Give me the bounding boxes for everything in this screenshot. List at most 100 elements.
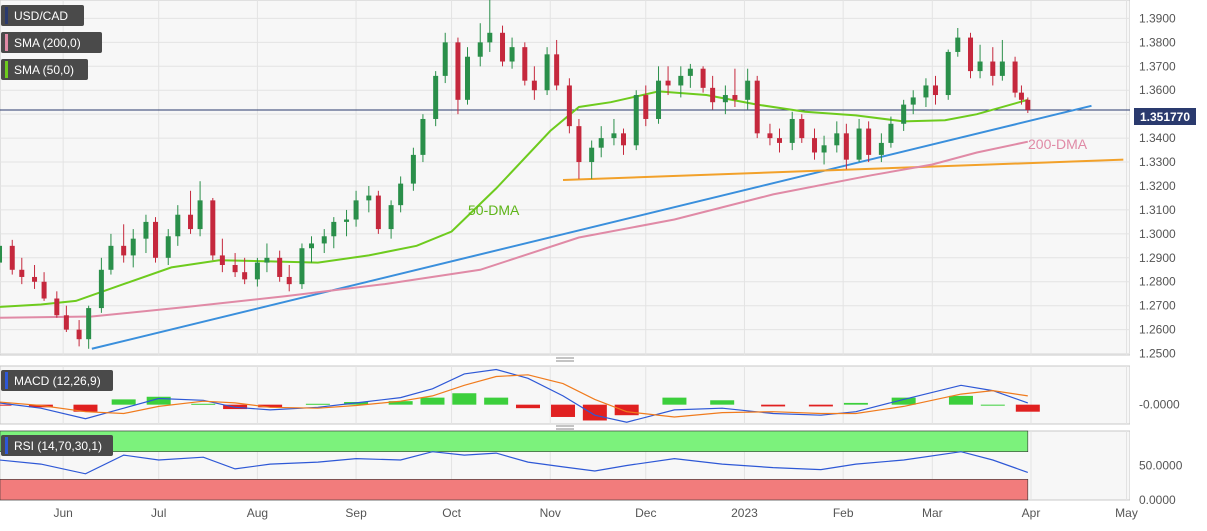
y-tick-label: 1.3300	[1139, 155, 1176, 169]
rsi-oversold-band	[0, 478, 1029, 501]
candle-body	[375, 195, 381, 230]
macd-histogram-bar	[146, 396, 171, 405]
macd-y-tick-label: -0.0000	[1139, 398, 1180, 412]
candle-body	[1025, 99, 1031, 110]
candle-body	[299, 248, 305, 285]
legend-rsi[interactable]: RSI (14,70,30,1)	[1, 435, 113, 456]
candle-body	[9, 245, 15, 270]
candle-body	[678, 75, 684, 86]
candle-body	[366, 195, 372, 201]
candle-body	[41, 281, 47, 299]
legend-macd-label: MACD (12,26,9)	[14, 373, 101, 388]
pane-splitter-2	[556, 425, 574, 430]
candle-body	[834, 133, 840, 146]
candle-body	[643, 95, 649, 119]
y-tick-label: 1.3000	[1139, 227, 1176, 241]
candle-body	[633, 95, 639, 146]
candle-body	[968, 37, 974, 72]
candle-body	[477, 42, 483, 57]
rsi-y-tick-label: 50.0000	[1139, 459, 1183, 473]
macd-histogram-bar	[1015, 404, 1040, 412]
candle-body	[821, 145, 827, 153]
legend-sma50[interactable]: SMA (50,0)	[1, 59, 88, 80]
legend-sma50-label: SMA (50,0)	[14, 62, 75, 77]
candle-body	[554, 54, 560, 86]
macd-swatch	[5, 372, 8, 389]
candle-body	[331, 221, 337, 237]
candle-body	[76, 329, 82, 340]
candle-body	[197, 200, 203, 230]
x-tick-label: Sep	[345, 506, 367, 520]
macd-histogram-bar	[980, 404, 1005, 406]
last-price-tag: 1.351770	[1134, 108, 1196, 125]
macd-line	[0, 368, 1028, 423]
candle-body	[754, 80, 760, 134]
candle-body	[130, 238, 136, 256]
trendline-1	[91, 104, 1092, 350]
candle-body	[901, 104, 907, 124]
macd-histogram-bar	[452, 393, 477, 405]
candle-body	[656, 80, 662, 119]
x-tick-label: Aug	[247, 506, 268, 520]
candle-body	[254, 262, 260, 280]
legend-usdcad[interactable]: USD/CAD	[1, 5, 84, 26]
x-tick-label: Dec	[635, 506, 656, 520]
candle-body	[433, 75, 439, 119]
candle-body	[344, 219, 350, 222]
macd-histogram-bar	[258, 404, 283, 408]
candle-body	[799, 118, 805, 139]
candle-body	[410, 154, 416, 184]
sma50-swatch	[5, 61, 8, 78]
macd-histogram-bar	[305, 403, 330, 405]
macd-histogram-bar	[891, 397, 916, 405]
y-tick-label: 1.3100	[1139, 203, 1176, 217]
rsi-swatch	[5, 437, 8, 454]
sma200-swatch	[5, 34, 8, 51]
trendline-2	[562, 158, 1124, 182]
candle-body	[165, 236, 171, 258]
candle-body	[86, 308, 92, 340]
macd-histogram-bar	[808, 404, 833, 407]
candle-body	[576, 126, 582, 163]
candle-body	[955, 37, 961, 52]
y-tick-label: 1.2700	[1139, 299, 1176, 313]
candle-body	[509, 47, 515, 62]
candle-body	[98, 269, 104, 309]
annotation-50-dma: 50-DMA	[468, 202, 520, 218]
candle-body	[910, 97, 916, 105]
legend-macd[interactable]: MACD (12,26,9)	[1, 370, 113, 391]
candle-body	[598, 138, 604, 148]
candle-body	[1012, 61, 1018, 93]
candle-body	[277, 257, 283, 277]
candle-body	[487, 32, 493, 43]
candle-body	[611, 133, 617, 139]
usdcad-swatch	[5, 7, 8, 24]
pane-1-bg	[0, 0, 1131, 356]
candle-body	[210, 200, 216, 256]
rsi-line	[0, 451, 1029, 475]
candle-body	[500, 32, 506, 62]
macd-histogram-bar	[551, 404, 576, 417]
rsi-y-tick-label: 0.0000	[1139, 493, 1176, 507]
candle-body	[286, 276, 292, 285]
macd-histogram-bar	[484, 397, 509, 405]
candle-body	[843, 133, 849, 160]
legend-sma200[interactable]: SMA (200,0)	[1, 32, 102, 53]
macd-histogram-bar	[948, 395, 973, 405]
y-tick-label: 1.3800	[1139, 35, 1176, 49]
candle-body	[722, 95, 728, 103]
legend-sma200-label: SMA (200,0)	[14, 35, 81, 50]
rsi-overbought-band	[0, 430, 1029, 453]
y-tick-label: 1.3900	[1139, 11, 1176, 25]
macd-histogram-bar	[843, 402, 868, 405]
y-tick-label: 1.3600	[1139, 83, 1176, 97]
candle-body	[589, 147, 595, 163]
candle-body	[878, 142, 884, 155]
candle-body	[700, 68, 706, 88]
candle-body	[1018, 92, 1024, 100]
annotation-200-dma: 200-DMA	[1028, 136, 1088, 152]
legend-rsi-label: RSI (14,70,30,1)	[14, 438, 103, 453]
candle-body	[455, 42, 461, 100]
candle-body	[710, 87, 716, 103]
